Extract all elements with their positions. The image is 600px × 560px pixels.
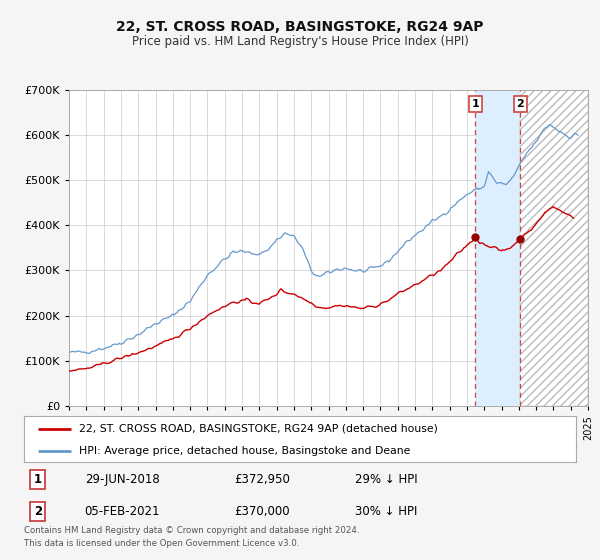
Text: Contains HM Land Registry data © Crown copyright and database right 2024.: Contains HM Land Registry data © Crown c… — [24, 526, 359, 535]
Text: 05-FEB-2021: 05-FEB-2021 — [85, 505, 160, 518]
Text: £372,950: £372,950 — [234, 473, 290, 486]
Text: 29-JUN-2018: 29-JUN-2018 — [85, 473, 160, 486]
Text: £370,000: £370,000 — [234, 505, 289, 518]
Text: This data is licensed under the Open Government Licence v3.0.: This data is licensed under the Open Gov… — [24, 539, 299, 548]
Text: 1: 1 — [34, 473, 42, 486]
Bar — [520, 90, 588, 406]
Text: Price paid vs. HM Land Registry's House Price Index (HPI): Price paid vs. HM Land Registry's House … — [131, 35, 469, 48]
Text: 29% ↓ HPI: 29% ↓ HPI — [355, 473, 418, 486]
Text: 2: 2 — [517, 99, 524, 109]
Text: 30% ↓ HPI: 30% ↓ HPI — [355, 505, 418, 518]
Text: 1: 1 — [472, 99, 479, 109]
Text: 22, ST. CROSS ROAD, BASINGSTOKE, RG24 9AP: 22, ST. CROSS ROAD, BASINGSTOKE, RG24 9A… — [116, 20, 484, 34]
Text: HPI: Average price, detached house, Basingstoke and Deane: HPI: Average price, detached house, Basi… — [79, 446, 410, 455]
Bar — [475, 90, 520, 406]
Text: 2: 2 — [34, 505, 42, 518]
Text: 22, ST. CROSS ROAD, BASINGSTOKE, RG24 9AP (detached house): 22, ST. CROSS ROAD, BASINGSTOKE, RG24 9A… — [79, 424, 438, 434]
